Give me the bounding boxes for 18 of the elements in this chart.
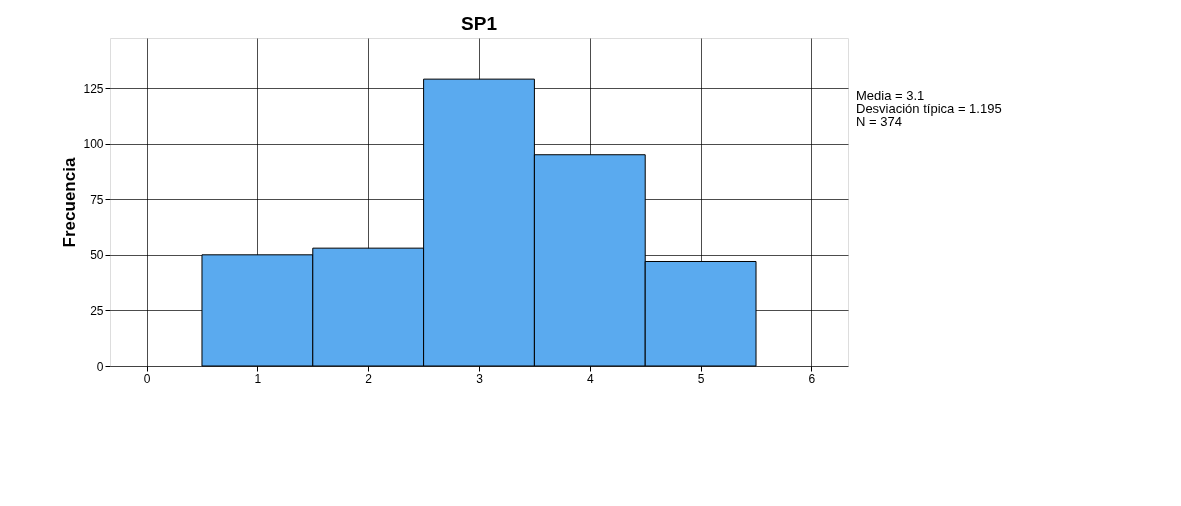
x-tick-label: 5 [697, 371, 705, 386]
y-tick-label: 25 [90, 303, 104, 318]
x-tick-label: 4 [586, 371, 594, 386]
x-tick-label: 6 [808, 371, 816, 386]
y-tick-label: 125 [83, 81, 104, 96]
x-tick-label: 2 [365, 371, 373, 386]
x-tick-label: 1 [254, 371, 262, 386]
y-tick-label: 75 [90, 192, 104, 207]
y-tick-label: 100 [83, 137, 104, 152]
y-axis-title: Frecuencia [60, 157, 80, 248]
text: Desviación típica = 1.195 [856, 100, 1002, 116]
x-tick-label: 3 [476, 371, 484, 386]
x-tick-label: 0 [143, 371, 151, 386]
text: N = 374 [856, 113, 902, 129]
y-tick-label: 0 [96, 359, 104, 374]
chart-title: SP1 [461, 13, 498, 34]
text: Media = 3.1 [856, 87, 925, 103]
y-tick-label: 50 [90, 248, 104, 263]
